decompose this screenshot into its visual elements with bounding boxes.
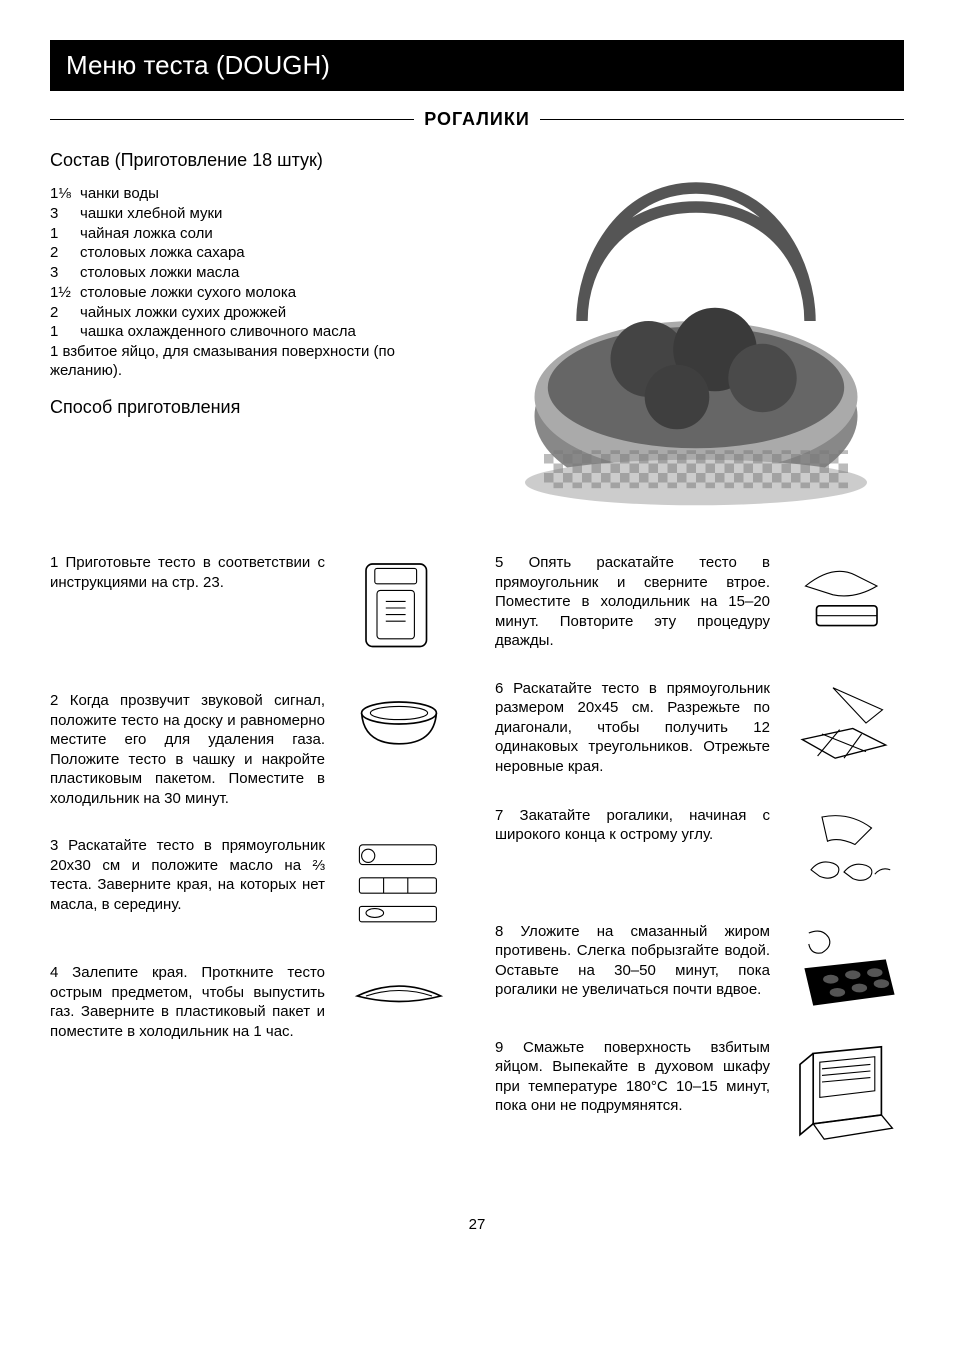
step-body: Когда прозвучит звуковой сигнал, положит…: [50, 692, 325, 807]
step-text: 8 Уложите на смазанный жиром противень. …: [495, 922, 770, 1010]
rule-left: [50, 119, 414, 120]
ingredient-qty: 2: [50, 304, 80, 324]
cut-icon: [784, 679, 904, 778]
ingredient-row: 1чайная ложка соли: [50, 225, 362, 245]
step-text: 7 Закатайте рогалики, начиная с широкого…: [495, 806, 770, 894]
fold-icon: [339, 836, 459, 935]
ingredient-qty: 1⅛: [50, 185, 80, 205]
step-text: 5 Опять раскатайте тесто в прямоугольник…: [495, 553, 770, 651]
rule-right: [540, 119, 904, 120]
ingredient-qty: 1: [50, 225, 80, 245]
ingredients-table: 1⅛чанки воды3чашки хлебной муки1чайная л…: [50, 185, 362, 343]
steps-left-column: 1 Приготовьте тесто в соответствии с инс…: [50, 553, 459, 1176]
ingredient-qty: 1: [50, 323, 80, 343]
oven-icon: [784, 1038, 904, 1148]
ingredient-item: столовых ложка сахара: [80, 244, 362, 264]
ingredient-item: чанки воды: [80, 185, 362, 205]
step-body: Опять раскатайте тесто в прямоугольник и…: [495, 554, 770, 649]
breadmaker-icon: [339, 553, 459, 663]
ingredients-extra: 1 взбитое яйцо, для смазывания поверхнос…: [50, 343, 467, 381]
step-text: 3 Раскатайте тесто в прямоугольник 20х30…: [50, 836, 325, 935]
ingredients-block: Состав (Приготовление 18 штук) 1⅛чанки в…: [50, 150, 467, 535]
ingredient-row: 3столовых ложки масла: [50, 264, 362, 284]
subtitle-row: РОГАЛИКИ: [50, 109, 904, 130]
ingredient-item: чайная ложка соли: [80, 225, 362, 245]
steps-right-column: 5 Опять раскатайте тесто в прямоугольник…: [495, 553, 904, 1176]
ingredient-qty: 1½: [50, 284, 80, 304]
page-header-text: Меню теста (DOUGH): [66, 50, 330, 80]
ingredient-item: чайных ложки сухих дрожжей: [80, 304, 362, 324]
step: 4 Залепите края. Проткните тесто острым …: [50, 963, 459, 1041]
step-text: 1 Приготовьте тесто в соответствии с инс…: [50, 553, 325, 663]
tray-icon: [784, 922, 904, 1010]
step: 6 Раскатайте тесто в прямоугольник разме…: [495, 679, 904, 778]
step-body: Залепите края. Проткните тесто острым пр…: [50, 964, 325, 1040]
bowl-icon: [339, 691, 459, 808]
step-text: 2 Когда прозвучит звуковой сигнал, полож…: [50, 691, 325, 808]
subtitle-text: РОГАЛИКИ: [424, 109, 530, 130]
step: 9 Смажьте поверхность взбитым яйцом. Вып…: [495, 1038, 904, 1148]
ingredient-row: 2чайных ложки сухих дрожжей: [50, 304, 362, 324]
ingredient-row: 1⅛чанки воды: [50, 185, 362, 205]
step-text: 9 Смажьте поверхность взбитым яйцом. Вып…: [495, 1038, 770, 1148]
ingredient-qty: 2: [50, 244, 80, 264]
ingredient-qty: 3: [50, 205, 80, 225]
hero-image: [506, 150, 886, 535]
step-body: Смажьте поверхность взбитым яйцом. Выпек…: [495, 1039, 770, 1115]
method-title: Способ приготовления: [50, 397, 467, 418]
rollpin-icon: [784, 553, 904, 651]
step-body: Закатайте рогалики, начиная с широкого к…: [495, 807, 770, 844]
step-body: Приготовьте тесто в соответствии с инстр…: [50, 554, 325, 591]
ingredient-row: 3чашки хлебной муки: [50, 205, 362, 225]
ingredient-item: чашка охлажденного сливочного масла: [80, 323, 362, 343]
flat-icon: [339, 963, 459, 1041]
ingredient-qty: 3: [50, 264, 80, 284]
ingredient-row: 2столовых ложка сахара: [50, 244, 362, 264]
ingredient-row: 1чашка охлажденного сливочного масла: [50, 323, 362, 343]
step: 5 Опять раскатайте тесто в прямоугольник…: [495, 553, 904, 651]
step: 3 Раскатайте тесто в прямоугольник 20х30…: [50, 836, 459, 935]
ingredient-item: чашки хлебной муки: [80, 205, 362, 225]
page-number: 27: [50, 1216, 904, 1233]
ingredient-item: столовых ложки масла: [80, 264, 362, 284]
step-body: Уложите на смазанный жиром противень. Сл…: [495, 923, 770, 999]
ingredient-row: 1½столовые ложки сухого молока: [50, 284, 362, 304]
step-body: Раскатайте тесто в прямоугольник 20х30 с…: [50, 837, 325, 913]
step-body: Раскатайте тесто в прямоугольник размеро…: [495, 680, 770, 775]
step: 7 Закатайте рогалики, начиная с широкого…: [495, 806, 904, 894]
step-text: 6 Раскатайте тесто в прямоугольник разме…: [495, 679, 770, 778]
step: 8 Уложите на смазанный жиром противень. …: [495, 922, 904, 1010]
step-text: 4 Залепите края. Проткните тесто острым …: [50, 963, 325, 1041]
step: 1 Приготовьте тесто в соответствии с инс…: [50, 553, 459, 663]
step: 2 Когда прозвучит звуковой сигнал, полож…: [50, 691, 459, 808]
ingredients-title: Состав (Приготовление 18 штук): [50, 150, 467, 171]
page-header: Меню теста (DOUGH): [50, 40, 904, 91]
ingredient-item: столовые ложки сухого молока: [80, 284, 362, 304]
rollup-icon: [784, 806, 904, 894]
